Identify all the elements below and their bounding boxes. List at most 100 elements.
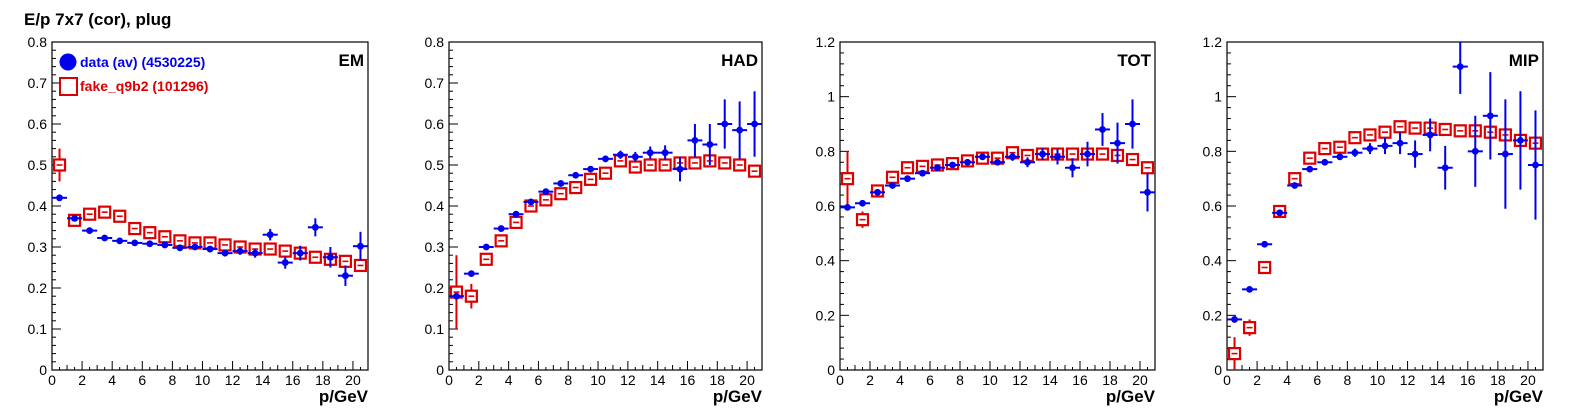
data-point	[56, 194, 63, 202]
data-point	[1114, 139, 1121, 147]
y-tick-label: 1.2	[1203, 34, 1223, 50]
data-point	[1517, 137, 1524, 144]
series-data	[1227, 42, 1543, 323]
data-point	[326, 253, 334, 261]
x-tick-label: 8	[564, 372, 572, 388]
data-point	[706, 141, 714, 148]
x-tick-label: 12	[1400, 372, 1416, 388]
data-point	[874, 188, 881, 196]
x-tick-label: 6	[926, 372, 934, 388]
panel-label: TOT	[1117, 51, 1151, 70]
x-tick-label: 18	[1102, 372, 1118, 388]
y-tick-label: 0.6	[28, 116, 48, 132]
series-fake	[52, 148, 368, 273]
y-tick-label: 0.1	[425, 321, 445, 337]
data-point	[736, 126, 744, 134]
data-point	[542, 188, 550, 196]
data-point	[1009, 153, 1016, 161]
data-point	[1276, 209, 1284, 217]
data-point	[453, 292, 460, 300]
data-point	[1396, 139, 1404, 147]
x-tick-label: 12	[225, 372, 241, 388]
y-tick-label: 1	[827, 89, 835, 105]
y-tick-label: 0	[827, 362, 835, 378]
x-tick-label: 10	[982, 372, 998, 388]
data-point	[1501, 150, 1509, 158]
y-tick-label: 0.8	[425, 34, 445, 50]
y-tick-label: 0.8	[28, 34, 48, 50]
data-point	[721, 120, 729, 128]
plot-frame	[448, 41, 763, 371]
legend-label: fake_q9b2 (101296)	[80, 78, 208, 94]
data-point	[964, 158, 971, 166]
legend-marker	[59, 77, 78, 96]
data-point	[1456, 63, 1464, 70]
data-point	[1069, 164, 1076, 172]
x-tick-label: 8	[1343, 372, 1351, 388]
y-tick-label: 0.4	[1203, 253, 1223, 269]
data-point	[1471, 147, 1479, 155]
x-tick-label: 18	[315, 372, 331, 388]
x-tick-label: 14	[1042, 372, 1058, 388]
x-tick-label: 10	[1370, 372, 1386, 388]
data-point	[191, 243, 199, 251]
data-point	[904, 175, 911, 183]
data-point	[1231, 316, 1238, 323]
data-point	[1024, 158, 1031, 166]
data-point	[1532, 161, 1539, 169]
x-tick-label: 2	[1253, 372, 1261, 388]
x-tick-label: 14	[1430, 372, 1446, 388]
panel-label: HAD	[721, 51, 758, 70]
data-point	[281, 259, 289, 266]
y-tick-label: 0.6	[1203, 198, 1223, 214]
data-point	[994, 158, 1001, 166]
data-point	[1039, 150, 1046, 158]
data-point	[236, 247, 244, 255]
y-tick-label: 0.8	[1203, 143, 1223, 159]
data-point	[131, 239, 139, 247]
data-point	[1486, 112, 1494, 120]
x-tick-label: 4	[896, 372, 904, 388]
data-point	[691, 137, 699, 144]
data-point	[1084, 150, 1091, 158]
y-tick-label: 0.4	[816, 253, 836, 269]
x-tick-label: 8	[956, 372, 964, 388]
x-tick-label: 6	[1313, 372, 1321, 388]
data-point	[1366, 145, 1374, 153]
data-point	[557, 180, 565, 187]
x-tick-label: 0	[445, 372, 453, 388]
panel-label: MIP	[1509, 51, 1539, 70]
data-point	[1411, 150, 1419, 158]
plot-frame	[839, 41, 1156, 371]
x-tick-label: 12	[1012, 372, 1028, 388]
x-tick-label: 2	[866, 372, 874, 388]
data-point	[1321, 158, 1329, 166]
data-point	[116, 237, 124, 245]
y-tick-label: 0.7	[425, 75, 445, 91]
data-point	[1129, 120, 1136, 128]
series-fake	[1227, 120, 1543, 370]
x-tick-label: 18	[1490, 372, 1506, 388]
data-point	[934, 164, 941, 172]
figure-title: E/p 7x7 (cor), plug	[24, 10, 172, 29]
x-tick-label: 0	[836, 372, 844, 388]
y-tick-label: 0.3	[425, 239, 445, 255]
data-point	[587, 165, 594, 173]
data-point	[1306, 165, 1314, 173]
series-data	[449, 91, 762, 300]
data-point	[661, 149, 669, 157]
data-point	[266, 231, 274, 239]
y-tick-label: 0.4	[28, 198, 48, 214]
data-point	[751, 120, 758, 128]
y-tick-label: 0	[436, 362, 444, 378]
data-point	[1351, 149, 1359, 157]
data-point	[617, 151, 624, 159]
y-tick-label: 0.4	[425, 198, 445, 214]
x-tick-label: 16	[1072, 372, 1088, 388]
y-tick-label: 0.2	[425, 280, 445, 296]
panel-tot: 0 2 4 6 8 10 12 14 16 18 20 0 0.2 0.4 0.6 0.8 1 1.2 p/GeV T…	[816, 34, 1156, 406]
x-tick-label: 20	[739, 372, 755, 388]
data-point	[859, 199, 866, 207]
y-tick-label: 1.2	[816, 34, 836, 50]
series-fake	[449, 154, 762, 329]
